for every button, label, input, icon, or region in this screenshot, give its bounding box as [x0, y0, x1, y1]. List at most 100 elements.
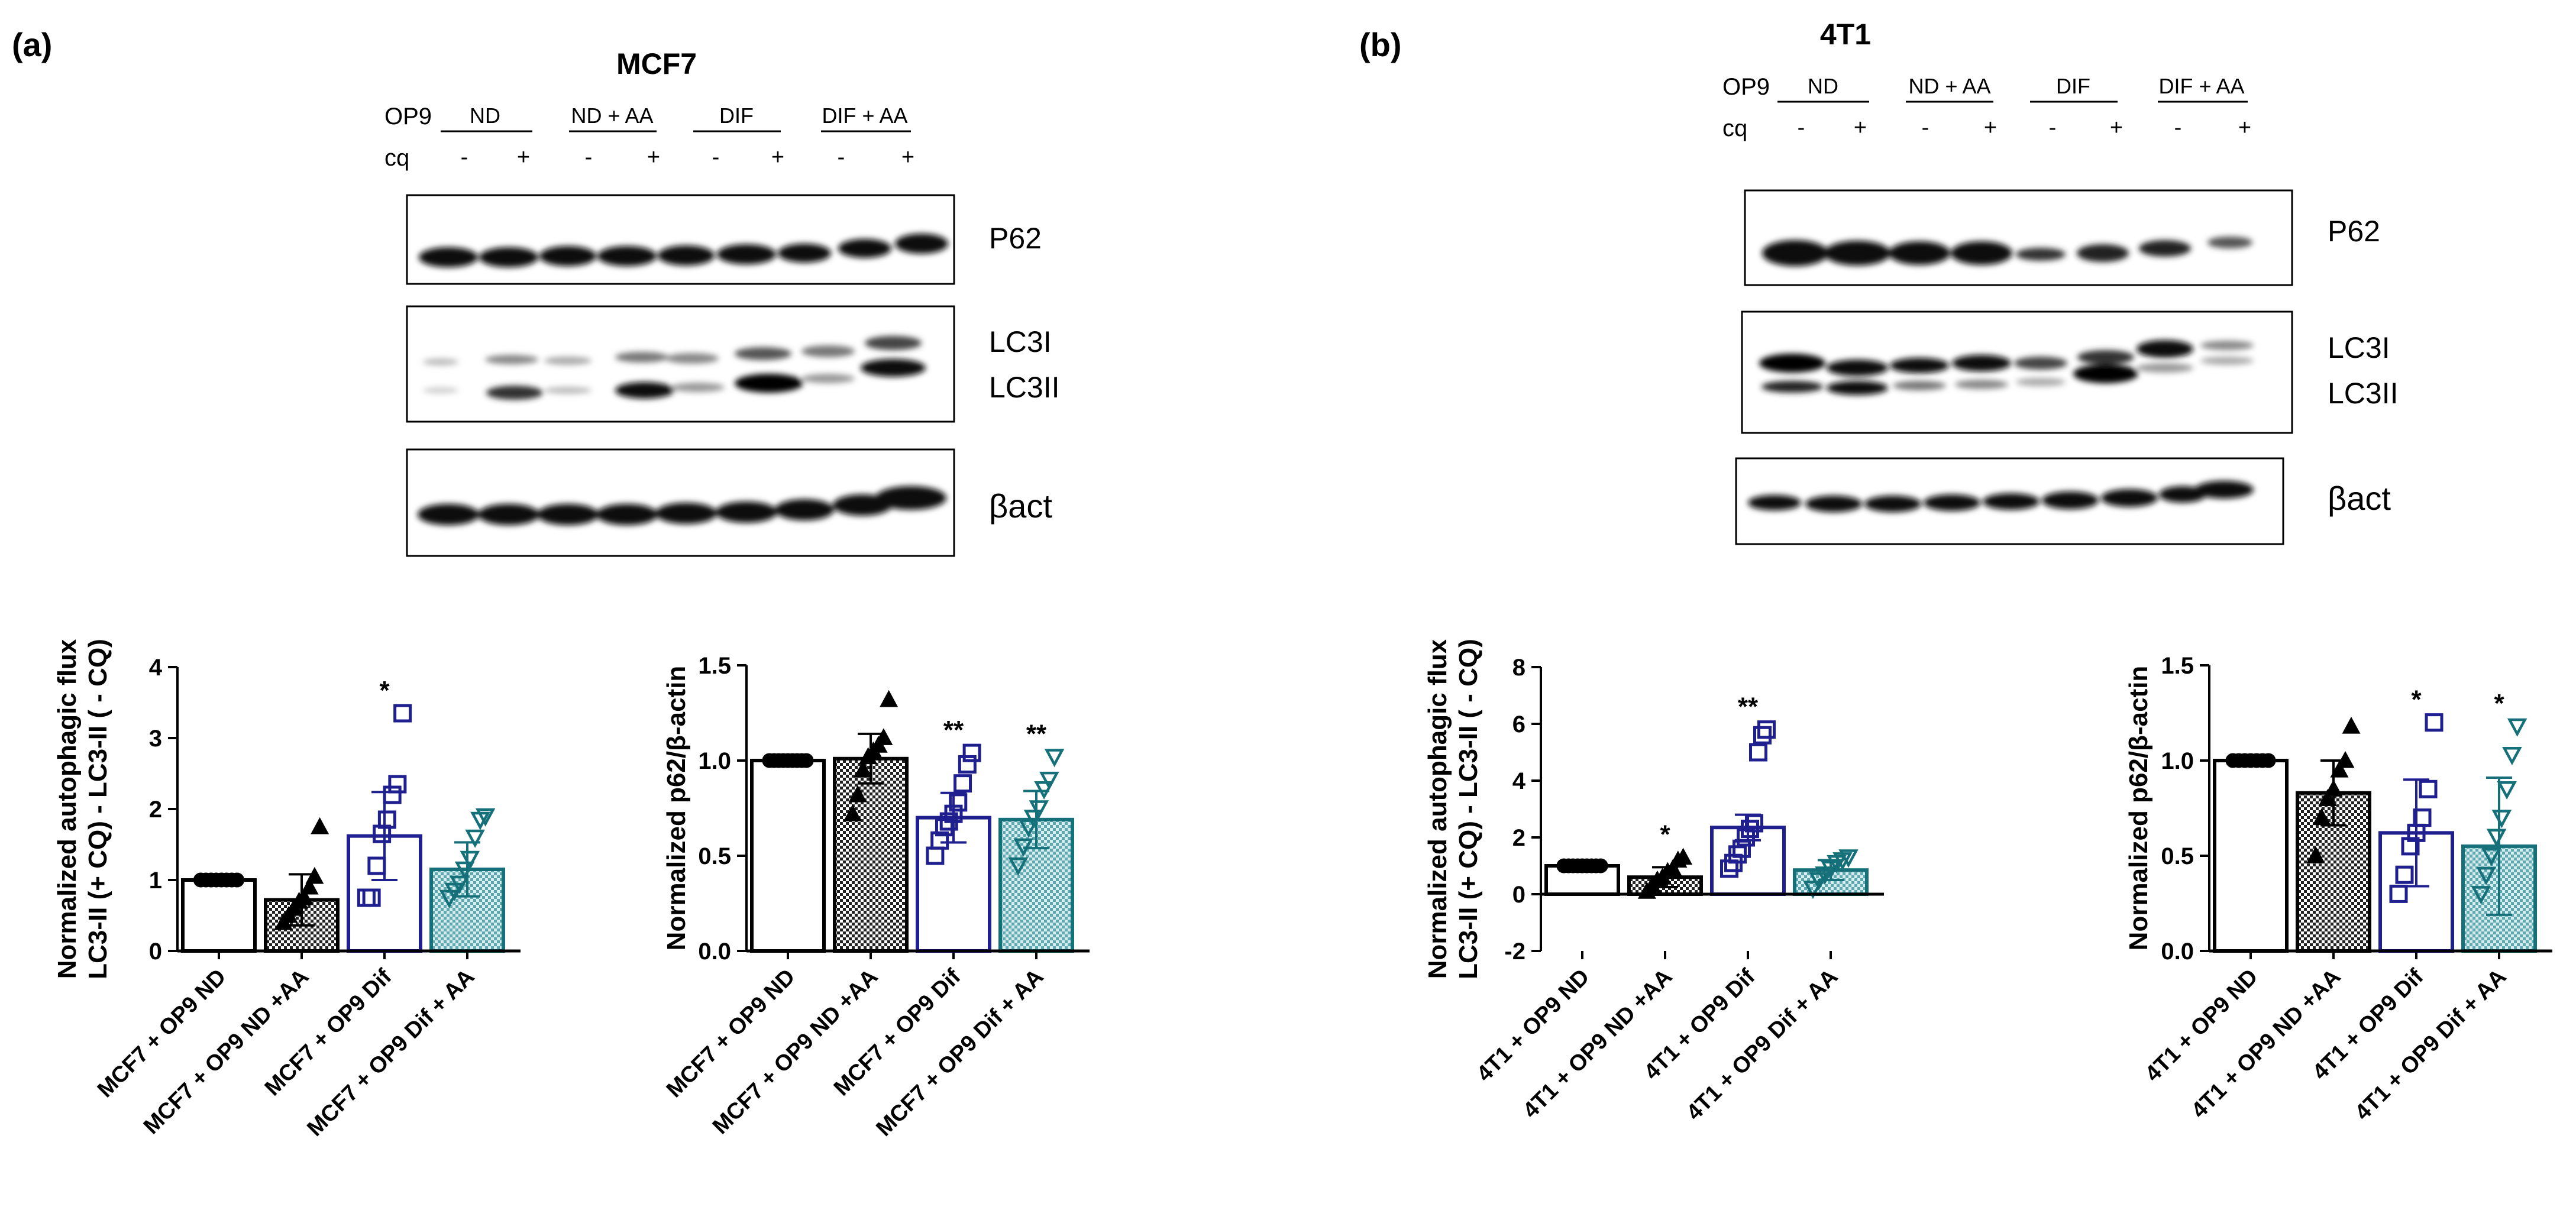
data-point	[1039, 771, 1059, 790]
bar	[750, 759, 826, 953]
y-tick-label: 2	[149, 797, 162, 823]
data-point	[2491, 810, 2512, 829]
data-point	[1019, 819, 1039, 838]
data-point	[2419, 779, 2438, 798]
y-axis-label: LC3-II (+ CQ) - LC3-II ( - CQ)	[83, 639, 112, 979]
panel-a-blot-label-lc3i: LC3I	[989, 325, 1052, 358]
cq-sign: -	[585, 145, 593, 170]
y-axis-label: LC3-II (+ CQ) - LC3-II ( - CQ)	[1454, 639, 1483, 979]
data-point	[465, 829, 485, 848]
x-tick-label: 4T1 + OP9 ND +AA	[2187, 965, 2346, 1124]
data-point	[2342, 716, 2361, 734]
panel-b: (b) 4T1 OP9 cq ND ND + AA DIF DIF + AA -…	[1359, 18, 2399, 545]
y-tick-label: 1.5	[698, 653, 731, 679]
bar	[181, 878, 257, 953]
data-point	[2502, 747, 2522, 766]
panel-b-label: (b)	[1359, 26, 1402, 63]
data-point	[2413, 808, 2432, 827]
panel-b-blot-label-lc3i: LC3I	[2328, 331, 2390, 364]
data-point	[843, 804, 862, 821]
data-point	[2425, 713, 2444, 732]
panel-b-group-dif-aa: DIF + AA	[2158, 74, 2244, 98]
y-tick-label: 3	[149, 726, 162, 752]
panel-a-blot-p62	[406, 194, 955, 285]
data-point	[2471, 886, 2491, 905]
x-tick-label: MCF7 + OP9 Dif + AA	[871, 965, 1048, 1141]
cq-sign: -	[838, 145, 845, 170]
panel-a-blot-label-p62: P62	[989, 222, 1042, 255]
data-point	[848, 785, 867, 803]
y-tick-label: 0.0	[2161, 939, 2194, 965]
bar	[2213, 759, 2289, 953]
data-point	[935, 818, 954, 837]
data-point	[2481, 847, 2501, 866]
data-point	[388, 775, 407, 794]
data-point	[2507, 718, 2527, 737]
panel-a-label: (a)	[12, 26, 52, 63]
data-point	[962, 743, 981, 762]
panel-a: (a) MCF7 OP9 cq ND ND + AA DIF DIF + AA …	[12, 26, 1060, 557]
data-point	[1753, 726, 1772, 745]
data-point	[1008, 857, 1029, 876]
cq-sign: +	[771, 145, 784, 170]
panel-a-title: MCF7	[616, 47, 697, 80]
data-point	[305, 866, 324, 884]
y-tick-label: 4	[149, 655, 163, 681]
y-tick-label: 0.5	[698, 843, 731, 869]
data-point	[2486, 829, 2507, 847]
y-axis-label: Normalized p62/β-actin	[2124, 666, 2153, 951]
x-tick-label: 4T1 + OP9 ND +AA	[1518, 965, 1678, 1124]
y-tick-label: 0.5	[2161, 843, 2194, 869]
data-point	[454, 861, 475, 880]
data-point	[1728, 845, 1747, 864]
cq-sign: +	[647, 145, 660, 170]
data-point	[949, 793, 968, 812]
significance-label: **	[1026, 720, 1047, 749]
panel-a-blot-bact	[406, 448, 955, 557]
panel-b-blot-p62	[1744, 189, 2293, 286]
y-tick-label: 1	[149, 868, 162, 894]
data-point	[393, 704, 412, 723]
cq-sign: -	[712, 145, 720, 170]
panel-b-group-labels: ND ND + AA DIF DIF + AA	[1777, 74, 2248, 103]
y-tick-label: 6	[1512, 711, 1525, 737]
y-tick-label: -2	[1504, 939, 1525, 965]
cq-sign: +	[2238, 115, 2251, 140]
panel-a-blot-lc3	[406, 305, 955, 423]
x-tick-label: 4T1 + OP9 Dif + AA	[2350, 965, 2511, 1125]
data-point	[2330, 760, 2349, 778]
panel-a-op9-label: OP9	[384, 103, 432, 130]
chart-b-p62-bactin: 0.0 0.5 1.0 1.5 Normalized p62/β-actin 4T1 + …	[2124, 653, 2552, 1125]
panel-a-group-nd-aa: ND + AA	[571, 103, 653, 128]
data-point	[475, 808, 496, 827]
data-point	[874, 728, 893, 745]
significance-label: **	[1738, 693, 1759, 722]
cq-sign: -	[1922, 115, 1929, 140]
cq-sign: -	[2049, 115, 2057, 140]
panel-a-blot-label-lc3ii: LC3II	[989, 371, 1060, 404]
data-point	[1757, 720, 1776, 739]
cq-sign: -	[2174, 115, 2182, 140]
data-point	[854, 760, 872, 778]
significance-label: *	[2411, 685, 2422, 714]
x-tick-label: MCF7 + OP9 ND +AA	[708, 965, 883, 1139]
data-point	[2395, 865, 2414, 884]
data-point	[1674, 847, 1693, 865]
data-point	[377, 810, 396, 829]
data-point	[2318, 789, 2337, 806]
data-point	[799, 753, 814, 768]
data-point	[2497, 781, 2517, 800]
data-point	[880, 690, 898, 707]
cq-sign: +	[517, 145, 530, 170]
panel-b-title: 4T1	[1820, 18, 1871, 51]
panel-a-group-dif-aa: DIF + AA	[822, 103, 907, 128]
panel-b-blot-label-bact: βact	[2328, 480, 2391, 517]
data-point	[954, 774, 972, 793]
panel-a-group-dif: DIF	[719, 103, 754, 128]
bar	[833, 756, 909, 953]
data-point	[230, 872, 245, 888]
cq-sign: +	[901, 145, 914, 170]
x-tick-label: MCF7 + OP9 Dif + AA	[302, 965, 479, 1141]
significance-label: *	[2494, 689, 2504, 718]
